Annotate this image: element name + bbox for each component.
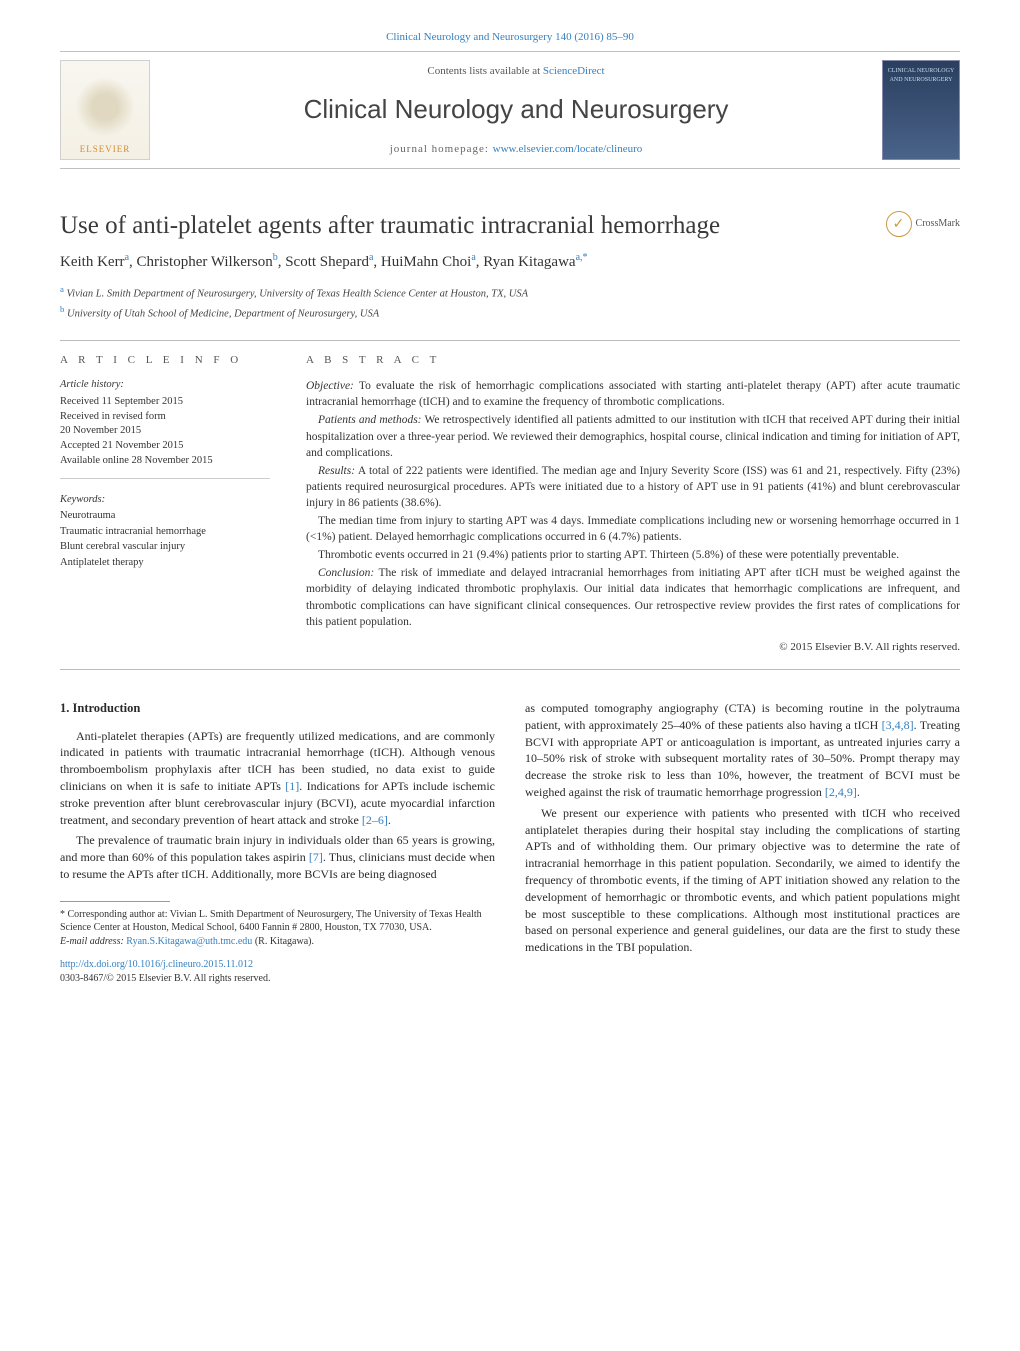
abstract-paragraph: Patients and methods: We retrospectively… <box>306 412 960 460</box>
email-label: E-mail address: <box>60 936 126 947</box>
doi-link[interactable]: http://dx.doi.org/10.1016/j.clineuro.201… <box>60 959 253 970</box>
article-title: Use of anti-platelet agents after trauma… <box>60 211 870 241</box>
crossmark-icon: ✓ <box>886 211 912 237</box>
journal-name: Clinical Neurology and Neurosurgery <box>168 91 864 127</box>
body-paragraph: We present our experience with patients … <box>525 805 960 956</box>
homepage-label: journal homepage: <box>390 143 493 155</box>
corresponding-author-footnote: * Corresponding author at: Vivian L. Smi… <box>60 908 495 935</box>
issn-copyright: 0303-8467/© 2015 Elsevier B.V. All right… <box>60 972 495 986</box>
affiliations: a Vivian L. Smith Department of Neurosur… <box>60 283 960 322</box>
citation-link[interactable]: [7] <box>309 850 323 864</box>
abstract-copyright: © 2015 Elsevier B.V. All rights reserved… <box>306 640 960 655</box>
homepage-line: journal homepage: www.elsevier.com/locat… <box>168 142 864 157</box>
abstract-paragraph: Results: A total of 222 patients were id… <box>306 463 960 511</box>
affiliation: a Vivian L. Smith Department of Neurosur… <box>60 283 960 302</box>
journal-cover-thumb[interactable]: CLINICAL NEUROLOGY AND NEUROSURGERY <box>882 60 960 160</box>
citation-link[interactable]: [1] <box>285 779 299 793</box>
crossmark-widget[interactable]: ✓ CrossMark <box>886 211 960 237</box>
journal-homepage-link[interactable]: www.elsevier.com/locate/clineuro <box>493 143 643 155</box>
publisher-logo[interactable]: ELSEVIER <box>60 60 150 160</box>
running-citation: Clinical Neurology and Neurosurgery 140 … <box>60 30 960 45</box>
article-body: 1. Introduction Anti-platelet therapies … <box>60 700 960 986</box>
body-paragraph: The prevalence of traumatic brain injury… <box>60 832 495 882</box>
email-footnote: E-mail address: Ryan.S.Kitagawa@uth.tmc.… <box>60 935 495 949</box>
divider <box>60 669 960 670</box>
history-item: Received 11 September 2015 <box>60 395 270 410</box>
divider <box>60 340 960 341</box>
section-number: 1. <box>60 701 69 715</box>
history-item: Accepted 21 November 2015 <box>60 439 270 454</box>
author-list: Keith Kerra, Christopher Wilkersonb, Sco… <box>60 251 960 273</box>
keyword: Antiplatelet therapy <box>60 556 270 571</box>
abstract-paragraph: Conclusion: The risk of immediate and de… <box>306 565 960 629</box>
section-title: Introduction <box>73 701 141 715</box>
masthead: ELSEVIER Contents lists available at Sci… <box>60 51 960 169</box>
keyword: Traumatic intracranial hemorrhage <box>60 525 270 540</box>
keyword: Blunt cerebral vascular injury <box>60 540 270 555</box>
keyword-list: NeurotraumaTraumatic intracranial hemorr… <box>60 509 270 571</box>
article-info-heading: A R T I C L E I N F O <box>60 353 270 368</box>
keyword: Neurotrauma <box>60 509 270 524</box>
abstract: A B S T R A C T Objective: To evaluate t… <box>306 353 960 655</box>
email-suffix: (R. Kitagawa). <box>252 936 314 947</box>
contents-line: Contents lists available at ScienceDirec… <box>168 64 864 79</box>
contents-prefix: Contents lists available at <box>427 65 542 77</box>
keywords-label: Keywords: <box>60 493 270 508</box>
body-paragraph: Anti-platelet therapies (APTs) are frequ… <box>60 728 495 829</box>
publisher-name: ELSEVIER <box>80 143 131 156</box>
crossmark-label: CrossMark <box>916 217 960 231</box>
abstract-paragraph: The median time from injury to starting … <box>306 513 960 545</box>
citation-link[interactable]: [2–6] <box>362 813 388 827</box>
citation-link[interactable]: [3,4,8] <box>882 718 914 732</box>
elsevier-tree-icon <box>75 77 135 137</box>
doi-line: http://dx.doi.org/10.1016/j.clineuro.201… <box>60 958 495 972</box>
history-item: Received in revised form <box>60 410 270 425</box>
citation-link[interactable]: [2,4,9] <box>825 785 857 799</box>
abstract-paragraph: Objective: To evaluate the risk of hemor… <box>306 378 960 410</box>
abstract-heading: A B S T R A C T <box>306 353 960 368</box>
history-item: 20 November 2015 <box>60 424 270 439</box>
email-link[interactable]: Ryan.S.Kitagawa@uth.tmc.edu <box>126 936 252 947</box>
cover-text: CLINICAL NEUROLOGY AND NEUROSURGERY <box>883 67 959 84</box>
article-info-sidebar: A R T I C L E I N F O Article history: R… <box>60 353 270 655</box>
section-heading: 1. Introduction <box>60 700 495 718</box>
affiliation: b University of Utah School of Medicine,… <box>60 303 960 322</box>
sciencedirect-link[interactable]: ScienceDirect <box>543 65 605 77</box>
body-paragraph: as computed tomography angiography (CTA)… <box>525 700 960 801</box>
history-list: Received 11 September 2015Received in re… <box>60 395 270 468</box>
abstract-paragraph: Thrombotic events occurred in 21 (9.4%) … <box>306 547 960 563</box>
history-label: Article history: <box>60 378 270 393</box>
footnote-divider <box>60 901 170 902</box>
history-item: Available online 28 November 2015 <box>60 454 270 469</box>
